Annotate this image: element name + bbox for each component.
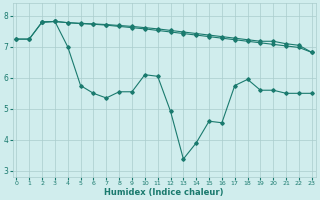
X-axis label: Humidex (Indice chaleur): Humidex (Indice chaleur) [104, 188, 224, 197]
